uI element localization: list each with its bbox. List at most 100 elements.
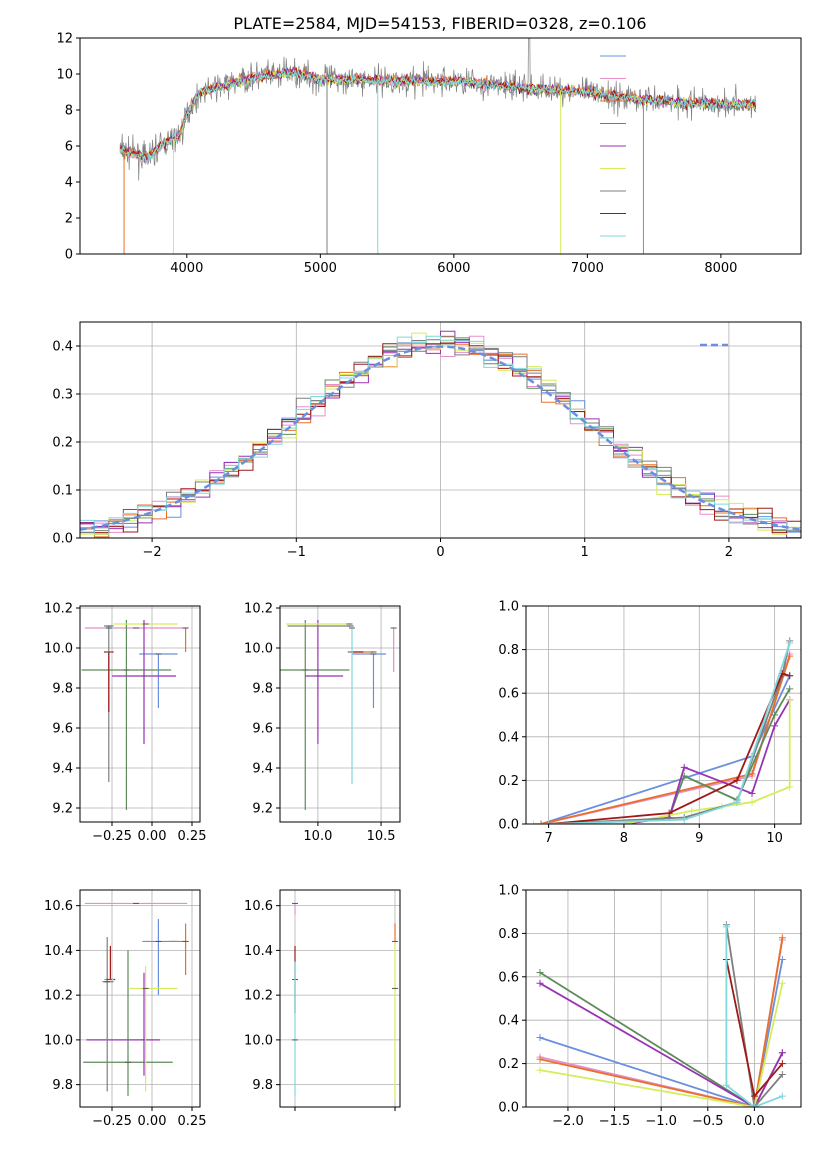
y-tick-label: 0.0 — [498, 818, 519, 833]
y-tick-label: 10.2 — [244, 989, 273, 1004]
axes-frame — [79, 37, 802, 255]
y-tick-label: 0.2 — [498, 1057, 519, 1072]
normal-curve — [80, 345, 801, 531]
mass-weight-marker — [748, 789, 756, 797]
x-tick-label: 5000 — [304, 261, 337, 276]
plot-area — [530, 637, 794, 824]
y-tick-label: 0.2 — [52, 436, 73, 451]
x-tick-label: −1.0 — [645, 1114, 677, 1129]
errorbar-point — [129, 966, 178, 1092]
y-tick-label: 0.1 — [52, 484, 73, 499]
mass-weight-marker — [778, 934, 786, 942]
plot-area — [81, 620, 189, 810]
y-tick-label: 10.0 — [44, 1033, 73, 1048]
x-tick-label: 0.0 — [744, 1114, 765, 1129]
model-spectrum-line — [119, 67, 757, 162]
y-tick-label: 12 — [56, 32, 73, 47]
mass-weight-line — [725, 924, 784, 1107]
mass-weight-marker — [536, 1034, 544, 1042]
mass-weight-marker — [530, 820, 538, 824]
mass-weight-line — [539, 983, 784, 1107]
x-tick-label: 0.00 — [138, 829, 167, 844]
plot-area — [536, 921, 786, 1107]
errorbar-point — [292, 961, 298, 1096]
mass-weight-line — [539, 959, 784, 1107]
residual-histogram-panel: −2 −1 0 1 2 0.0 0.1 0.2 0.3 0.4 — [52, 321, 802, 560]
mass-weight-marker — [750, 1092, 758, 1100]
mass-weight-marker — [536, 1055, 544, 1063]
y-tick-label: 9.2 — [252, 802, 273, 817]
x-tick-label: −1.5 — [599, 1114, 631, 1129]
x-tick-label: −0.25 — [92, 829, 132, 844]
mass-weight-marker — [786, 685, 794, 693]
x-tick-label: 0.25 — [178, 1114, 207, 1129]
x-tick-label: 7000 — [571, 261, 604, 276]
errorbar-point — [169, 923, 189, 976]
errorbar-point — [81, 620, 172, 810]
mass-weight-marker — [536, 968, 544, 976]
mass-weight-marker — [750, 1103, 758, 1107]
plot-area — [292, 902, 398, 1101]
axes-frame — [279, 889, 401, 1108]
mass-weight-marker — [778, 1092, 786, 1100]
mass-weight-marker — [786, 696, 794, 704]
y-tick-label: 9.4 — [52, 762, 73, 777]
axes-frame — [79, 321, 802, 539]
errorbar-point — [112, 620, 176, 744]
x-tick-label: 0.25 — [178, 829, 207, 844]
plot-area — [80, 330, 801, 538]
errorbar-point — [390, 627, 397, 672]
x-tick-label: 4000 — [170, 261, 203, 276]
x-tick-label: 0 — [436, 545, 444, 560]
y-tick-label: 0.0 — [498, 1101, 519, 1116]
x-tick-label: −0.5 — [692, 1114, 724, 1129]
x-tick-label: 7 — [544, 831, 552, 846]
y-tick-label: 10 — [56, 68, 73, 83]
mass-weight-marker — [680, 816, 688, 824]
errorbar-point — [292, 902, 298, 915]
plot-area — [280, 620, 397, 810]
y-tick-label: 9.6 — [252, 722, 273, 737]
residual-histogram-step — [80, 339, 801, 534]
mass-weight-marker — [537, 820, 545, 824]
y-tick-label: 0.4 — [498, 1014, 519, 1029]
mass-weight-marker — [786, 783, 794, 791]
mass-weight-marker — [786, 639, 794, 647]
axes-frame — [79, 889, 201, 1108]
y-tick-label: 0.8 — [498, 927, 519, 942]
plot-area — [119, 38, 757, 254]
x-tick-label: 10 — [766, 831, 783, 846]
mass-weight-marker — [688, 807, 696, 815]
mass-vs-metallicity-panel: −0.25 0.00 0.25 9.8 10.0 10.2 10.4 10.6 — [44, 889, 207, 1129]
y-tick-label: 0.6 — [498, 687, 519, 702]
x-tick-label: 8000 — [704, 261, 737, 276]
x-tick-label: 8 — [620, 831, 628, 846]
y-tick-label: 10.4 — [244, 944, 273, 959]
y-tick-label: 0.3 — [52, 388, 73, 403]
mass-weight-marker — [722, 923, 730, 931]
x-tick-label: −0.25 — [92, 1114, 132, 1129]
errorbar-point — [280, 620, 350, 810]
y-tick-label: 9.8 — [252, 682, 273, 697]
errorbar-point — [182, 627, 189, 652]
y-tick-label: 0 — [65, 248, 73, 263]
x-tick-label: 0.00 — [138, 1114, 167, 1129]
y-tick-label: 10.2 — [44, 989, 73, 1004]
axes-frame — [525, 889, 802, 1108]
mass-weight-marker — [733, 776, 741, 784]
x-tick-label: −1 — [287, 545, 306, 560]
y-tick-label: 10.2 — [244, 602, 273, 617]
y-tick-label: 10.0 — [244, 642, 273, 657]
mass-weight-vs-age-panel: 7 8 9 10 0.0 0.2 0.4 0.6 0.8 1.0 — [498, 600, 802, 846]
mass-weight-marker — [733, 798, 741, 806]
y-tick-label: 1.0 — [498, 884, 519, 899]
x-tick-label: 9 — [695, 831, 703, 846]
x-tick-label: −2.0 — [552, 1114, 584, 1129]
x-tick-label: 10.0 — [303, 829, 332, 844]
y-tick-label: 9.2 — [52, 802, 73, 817]
age-vs-mass-panel: 10.0 10.5 9.2 9.4 9.6 9.8 10.0 10.2 — [244, 602, 401, 844]
y-tick-label: 0.6 — [498, 970, 519, 985]
y-tick-label: 9.6 — [52, 722, 73, 737]
mass-weight-marker — [786, 652, 794, 660]
errorbar-point — [102, 936, 114, 1092]
